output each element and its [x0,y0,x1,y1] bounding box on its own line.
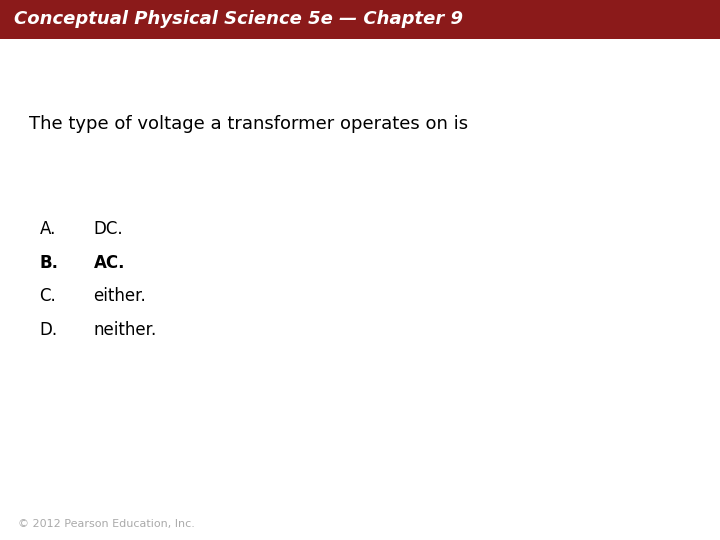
FancyBboxPatch shape [0,0,720,39]
Text: A.: A. [40,220,56,239]
Text: D.: D. [40,321,58,339]
Text: B.: B. [40,254,58,272]
Text: The type of voltage a transformer operates on is: The type of voltage a transformer operat… [29,115,468,133]
Text: either.: either. [94,287,146,306]
Text: C.: C. [40,287,56,306]
Text: Conceptual Physical Science 5e — Chapter 9: Conceptual Physical Science 5e — Chapter… [14,10,464,29]
Text: neither.: neither. [94,321,157,339]
Text: DC.: DC. [94,220,123,239]
Text: AC.: AC. [94,254,125,272]
Text: © 2012 Pearson Education, Inc.: © 2012 Pearson Education, Inc. [18,519,195,529]
